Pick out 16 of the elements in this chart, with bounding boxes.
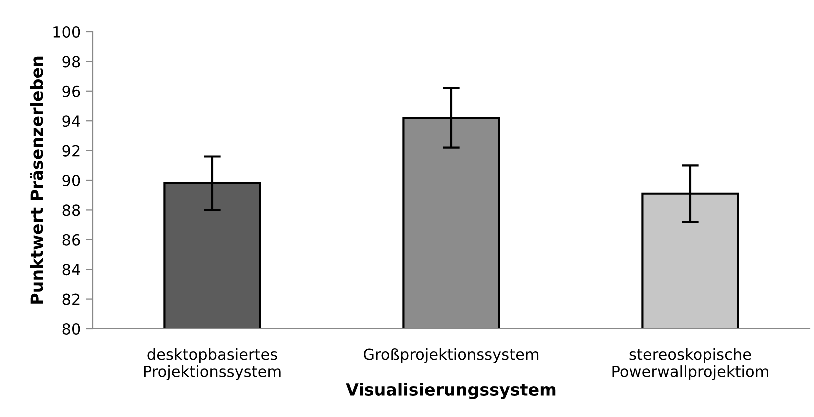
x-tick-label: Großprojektionssystem: [364, 348, 539, 364]
y-tick-label: 84: [62, 264, 80, 276]
y-tick-label: 96: [62, 86, 80, 98]
x-tick-label: stereoskopische Powerwallprojektiom: [612, 348, 768, 380]
y-tick-label: 80: [62, 323, 80, 336]
x-tick-label: desktopbasiertes Projektionssystem: [144, 348, 281, 380]
y-tick-label: 94: [62, 116, 80, 128]
y-tick-label: 82: [62, 294, 80, 306]
y-tick-label: 92: [62, 145, 80, 157]
x-axis-title: Visualisierungssystem: [346, 383, 556, 400]
y-tick-label: 90: [62, 174, 80, 187]
y-tick-label: 100: [54, 26, 80, 38]
y-tick-label: 88: [62, 204, 80, 216]
y-tick-label: 86: [62, 234, 80, 246]
y-tick-label: 98: [62, 56, 80, 68]
y-axis-title: Punktwert Präsenzerleben: [30, 56, 44, 304]
